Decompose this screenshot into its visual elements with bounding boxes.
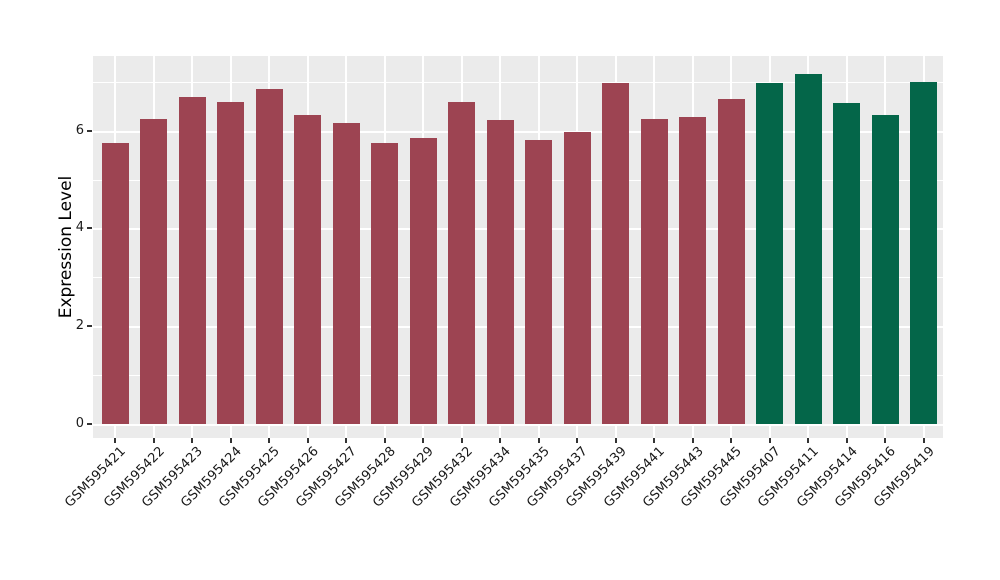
bar-GSM595441 [640,118,668,424]
bar-GSM595423 [178,96,206,424]
major-gridline [93,423,943,426]
minor-gridline [93,374,943,376]
bar-GSM595434 [486,119,514,424]
x-tick [422,438,425,443]
y-tick [87,422,92,425]
x-tick [691,438,694,443]
bar-GSM595443 [679,117,707,424]
x-tick [229,438,232,443]
x-tick [383,438,386,443]
x-tick [191,438,194,443]
bar-GSM595407 [756,82,784,424]
x-tick [884,438,887,443]
x-tick [152,438,155,443]
major-gridline [93,326,943,328]
bar-GSM595416 [871,114,899,424]
bar-GSM595427 [332,123,360,424]
y-tick-label: 4 [75,220,84,236]
y-axis-title: Expression Level [56,175,76,319]
x-tick [653,438,656,443]
x-tick [345,438,348,443]
y-tick-label: 2 [75,318,84,333]
x-tick [499,438,502,443]
bar-GSM595435 [525,140,553,424]
bar-GSM595429 [409,138,437,424]
x-tick [768,438,771,443]
y-tick-label: 6 [75,122,84,138]
bar-GSM595411 [794,73,822,424]
x-tick [268,438,271,443]
minor-gridline [93,277,943,279]
x-tick [114,438,117,443]
x-tick [807,438,810,443]
x-tick [460,438,463,443]
minor-gridline [93,179,943,181]
y-tick [87,129,92,132]
bar-GSM595425 [255,89,283,424]
bar-GSM595439 [602,83,630,424]
x-tick [614,438,617,443]
bar-GSM595422 [140,118,168,424]
bar-GSM595437 [563,131,591,424]
bar-GSM595419 [910,81,938,424]
bar-GSM595421 [101,143,129,424]
x-tick [730,438,733,443]
y-tick [87,325,92,327]
bar-GSM595428 [371,143,399,424]
bar-GSM595426 [294,115,322,424]
x-tick [306,438,309,443]
bar-GSM595424 [217,101,245,424]
major-gridline [93,228,943,231]
x-tick [576,438,579,443]
minor-gridline [93,82,943,83]
bar-GSM595432 [448,102,476,424]
bar-GSM595414 [833,103,861,424]
y-tick [87,227,92,230]
x-tick [537,438,540,443]
x-tick [922,438,925,443]
plot-panel [93,56,943,438]
major-gridline [93,130,943,133]
y-tick-label: 0 [75,415,84,431]
bar-GSM595445 [717,99,745,424]
x-tick [845,438,848,443]
